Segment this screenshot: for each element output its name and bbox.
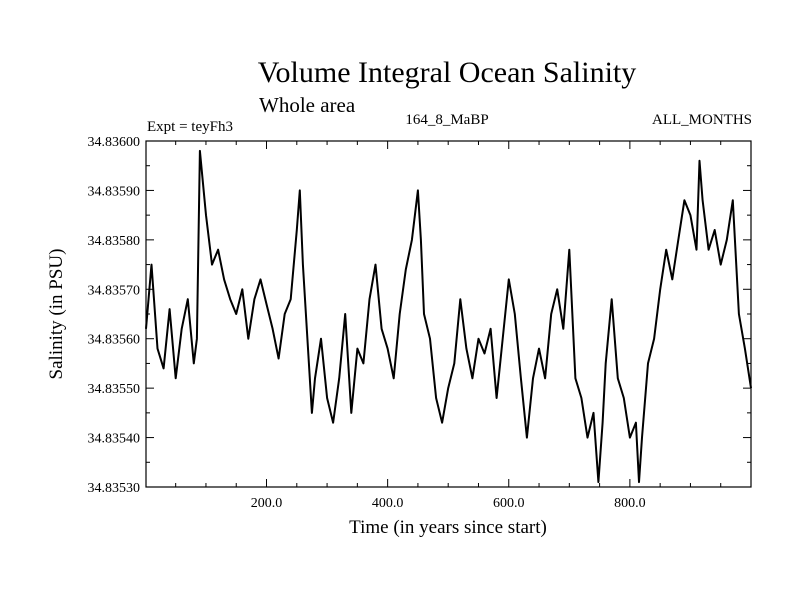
chart-subtitle: Whole area — [259, 93, 356, 117]
salinity-series-line — [145, 149, 752, 484]
x-axis-label: Time (in years since start) — [349, 517, 547, 538]
y-tick-label: 34.83580 — [88, 234, 141, 249]
chart-title: Volume Integral Ocean Salinity — [258, 56, 637, 89]
x-tick-label: 600.0 — [493, 496, 525, 511]
y-tick-label: 34.83600 — [88, 135, 141, 150]
y-tick-label: 34.83560 — [88, 333, 141, 348]
y-axis-ticks: 34.83530 34.83540 34.83550 34.83560 34.83570… — [88, 135, 751, 496]
x-tick-label: 800.0 — [614, 496, 646, 511]
period-label: ALL_MONTHS — [652, 112, 752, 128]
y-tick-label: 34.83570 — [88, 283, 141, 298]
x-tick-label: 200.0 — [251, 496, 283, 511]
y-tick-label: 34.83530 — [88, 481, 141, 496]
x-tick-label: 400.0 — [372, 496, 404, 511]
y-tick-label: 34.83540 — [88, 432, 141, 447]
y-tick-label: 34.83590 — [88, 184, 141, 199]
y-axis-label: Salinity (in PSU) — [46, 249, 67, 380]
plot-frame — [145, 140, 752, 488]
y-tick-label: 34.83550 — [88, 382, 141, 397]
run-id-label: 164_8_MaBP — [405, 112, 488, 128]
experiment-label: Expt = teyFh3 — [147, 119, 233, 135]
x-axis-ticks: 200.0 400.0 600.0 800.0 — [175, 141, 722, 511]
